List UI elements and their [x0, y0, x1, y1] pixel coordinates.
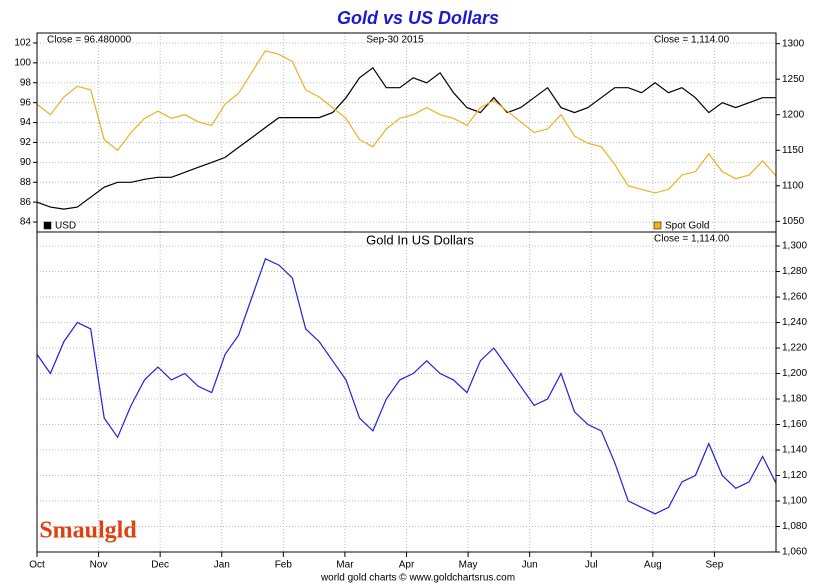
- y2-tick-label: 1,100: [782, 496, 807, 507]
- logo: Smaulgld: [39, 518, 137, 544]
- y2-tick-label: 1,260: [782, 292, 807, 303]
- y2-tick-label: 1,060: [782, 547, 807, 558]
- annotation: Sep-30 2015: [366, 35, 424, 46]
- legend-swatch: [653, 221, 662, 230]
- y-tick-label: 98: [20, 77, 32, 88]
- y-tick-label: 84: [20, 217, 32, 228]
- x-tick-label: Jun: [522, 560, 538, 571]
- chart-title: Gold vs US Dollars: [337, 8, 499, 28]
- x-tick-label: Nov: [90, 560, 108, 571]
- x-tick-label: Aug: [644, 560, 662, 571]
- y2-tick-label: 1,160: [782, 419, 807, 430]
- y2-tick-label: 1100: [782, 180, 804, 191]
- x-tick-label: Oct: [29, 560, 45, 571]
- panel-title: Gold In US Dollars: [366, 232, 474, 247]
- footer: world gold charts © www.goldchartsrus.co…: [320, 573, 515, 584]
- y2-tick-label: 1,300: [782, 241, 807, 252]
- x-tick-label: Dec: [151, 560, 169, 571]
- legend-swatch: [43, 221, 52, 230]
- legend-label: Spot Gold: [665, 221, 709, 232]
- y2-tick-label: 1,080: [782, 521, 807, 532]
- y2-tick-label: 1,200: [782, 368, 807, 379]
- y-tick-label: 94: [20, 117, 32, 128]
- y-tick-label: 102: [14, 38, 31, 49]
- y2-tick-label: 1150: [782, 145, 804, 156]
- legend-label: USD: [55, 221, 76, 232]
- y-tick-label: 90: [20, 157, 32, 168]
- annotation: Close = 1,114.00: [654, 234, 730, 245]
- annotation: Close = 1,114.00: [654, 35, 730, 46]
- x-tick-label: May: [459, 560, 478, 571]
- x-tick-label: Mar: [336, 560, 354, 571]
- y2-tick-label: 1,140: [782, 445, 807, 456]
- y2-tick-label: 1050: [782, 216, 805, 227]
- series-line: [36, 257, 777, 515]
- series-line: [36, 66, 776, 210]
- y-tick-label: 88: [20, 177, 32, 188]
- y-tick-label: 92: [20, 137, 32, 148]
- y2-tick-label: 1250: [782, 74, 805, 85]
- y-tick-label: 100: [14, 57, 31, 68]
- x-tick-label: Sep: [706, 560, 724, 571]
- y2-tick-label: 1,240: [782, 317, 807, 328]
- y2-tick-label: 1,180: [782, 394, 807, 405]
- y2-tick-label: 1300: [782, 38, 805, 49]
- y-tick-label: 96: [20, 97, 32, 108]
- y2-tick-label: 1,280: [782, 266, 807, 277]
- y-tick-label: 86: [20, 197, 32, 208]
- annotation: Close = 96.480000: [47, 35, 132, 46]
- y2-tick-label: 1,120: [782, 470, 807, 481]
- x-tick-label: Jan: [214, 560, 230, 571]
- y2-tick-label: 1200: [782, 109, 805, 120]
- x-tick-label: Jul: [585, 560, 598, 571]
- x-tick-label: Apr: [399, 560, 415, 571]
- y2-tick-label: 1,220: [782, 343, 807, 354]
- x-tick-label: Feb: [275, 560, 293, 571]
- series-line: [36, 50, 777, 194]
